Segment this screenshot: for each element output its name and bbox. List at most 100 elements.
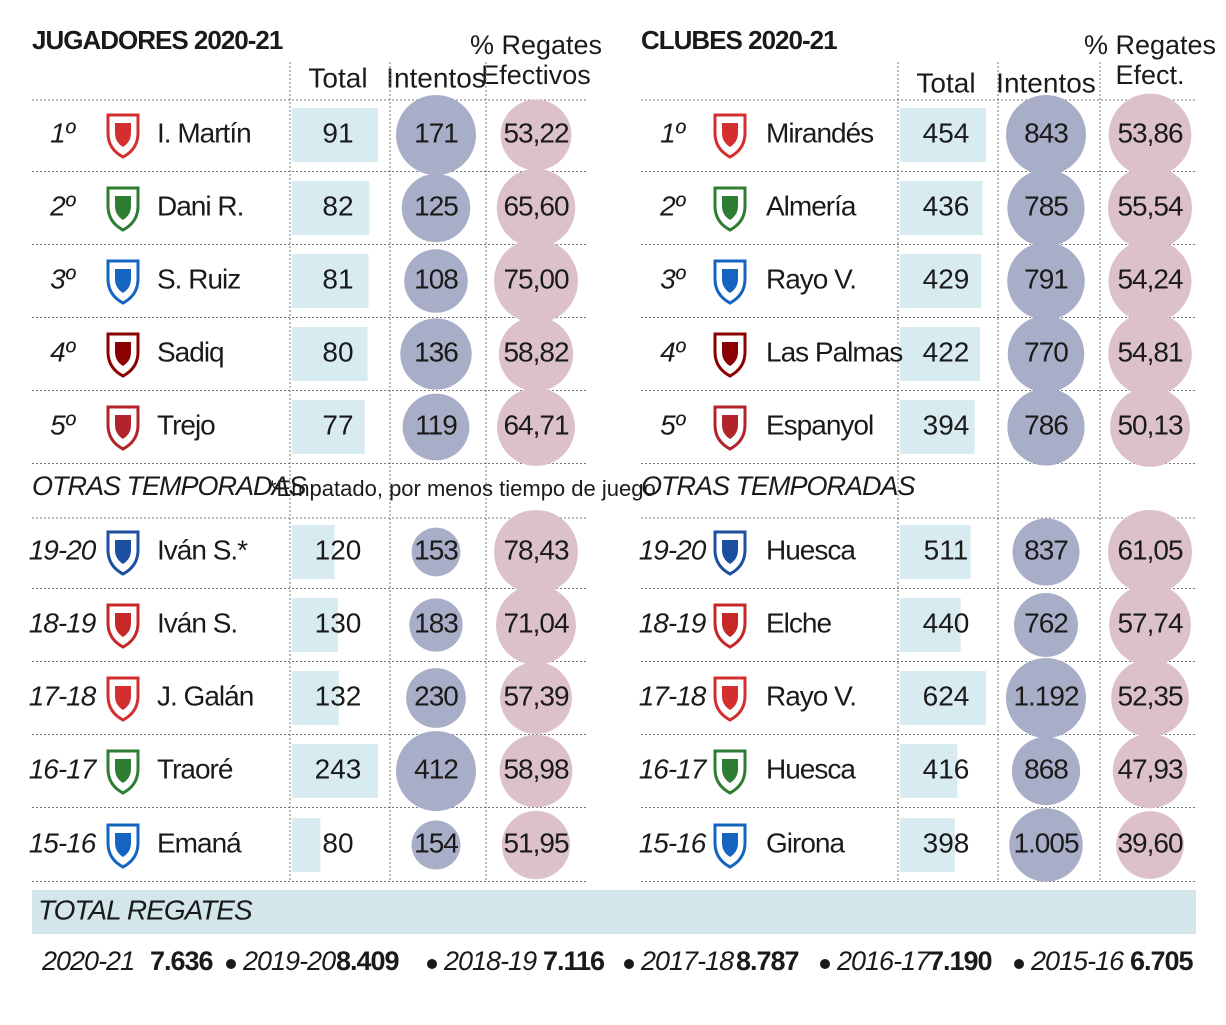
total-bar <box>900 818 955 872</box>
intentos: 412 <box>414 753 458 784</box>
intentos-circle <box>401 173 471 243</box>
total: 91 <box>322 117 353 148</box>
season: 2018-19 <box>443 946 537 976</box>
total-bar <box>292 400 365 454</box>
intentos: 786 <box>1024 409 1068 440</box>
header-total: Total <box>916 67 975 98</box>
rank: 16-17 <box>639 753 708 784</box>
header-pct: Efectivos <box>481 60 591 90</box>
pct-circle <box>1108 510 1192 594</box>
pct: 78,43 <box>503 534 568 565</box>
rank: 17-18 <box>639 680 707 711</box>
totals-title: TOTAL REGATES <box>38 894 253 925</box>
total-bar <box>292 671 339 725</box>
pct-circle <box>500 99 572 171</box>
total-bar <box>292 818 321 872</box>
intentos: 1.192 <box>1013 680 1078 711</box>
name: Girona <box>766 827 845 858</box>
intentos: 183 <box>414 607 458 638</box>
intentos-circle <box>1014 593 1078 657</box>
note: *Empatado, por menos tiempo de juego <box>268 476 656 501</box>
intentos-circle <box>406 668 466 728</box>
club-crest-inner <box>722 759 738 783</box>
season: 2020-21 <box>41 946 134 976</box>
name: Huesca <box>766 534 856 565</box>
name: Iván S.* <box>157 534 248 565</box>
rank: 1º <box>660 117 687 148</box>
total: 80 <box>322 336 353 367</box>
intentos: 108 <box>414 263 458 294</box>
total-bar <box>292 598 339 652</box>
pct-circle <box>496 387 576 467</box>
total: 624 <box>923 680 970 711</box>
pct: 54,81 <box>1117 336 1182 367</box>
intentos: 153 <box>414 534 458 565</box>
club-crest-inner <box>115 686 131 710</box>
club-crest-inner <box>115 269 131 293</box>
pct: 55,54 <box>1117 190 1182 221</box>
total: 416 <box>923 753 970 784</box>
rank: 16-17 <box>29 753 98 784</box>
intentos-circle <box>396 95 476 175</box>
club-crest-inner <box>722 613 738 637</box>
pct-circle <box>501 810 571 880</box>
pct: 64,71 <box>503 409 568 440</box>
rank: 2º <box>659 190 687 221</box>
total-bar <box>292 108 378 162</box>
header-pct: % Regates <box>1084 30 1216 60</box>
total: 82 <box>322 190 353 221</box>
season: 2019-20 <box>242 946 336 976</box>
intentos-circle <box>411 527 461 577</box>
season-total: 7.190 <box>929 946 992 976</box>
pct: 47,93 <box>1117 753 1182 784</box>
pct: 57,74 <box>1117 607 1182 638</box>
pct-circle <box>494 510 578 594</box>
header-intentos: Intentos <box>996 67 1096 98</box>
bullet <box>624 959 634 969</box>
intentos: 125 <box>414 190 458 221</box>
header-total: Total <box>308 62 367 93</box>
intentos-circle <box>1007 315 1085 393</box>
rank: 19-20 <box>29 534 97 565</box>
intentos: 868 <box>1024 753 1068 784</box>
intentos-circle <box>409 598 463 652</box>
club-crest-inner <box>115 196 131 220</box>
total-bar <box>900 744 958 798</box>
bullet <box>820 959 830 969</box>
club-crest-inner <box>722 196 738 220</box>
total-bar <box>900 598 961 652</box>
name: Almería <box>766 190 857 221</box>
name: Espanyol <box>766 409 873 440</box>
total: 436 <box>923 190 970 221</box>
total-bar <box>292 525 335 579</box>
pct: 65,60 <box>503 190 568 221</box>
bullet <box>226 959 236 969</box>
club-crest-inner <box>722 269 738 293</box>
pct: 54,24 <box>1117 263 1182 294</box>
pct-circle <box>1108 93 1192 177</box>
club-crest-inner <box>115 759 131 783</box>
rank: 15-16 <box>639 827 707 858</box>
total-bar <box>292 181 370 235</box>
club-crest-inner <box>115 833 131 857</box>
club-crest-inner <box>115 123 131 147</box>
total-bar <box>292 254 369 308</box>
intentos-circle <box>1007 388 1085 466</box>
pct-circle <box>500 662 572 734</box>
intentos: 785 <box>1024 190 1068 221</box>
pct-circle <box>499 734 573 808</box>
pct-circle <box>496 585 576 665</box>
total-bar <box>900 400 975 454</box>
club-crest-inner <box>115 415 131 439</box>
pct-circle <box>1108 239 1192 323</box>
intentos: 119 <box>415 409 457 440</box>
pct: 75,00 <box>503 263 568 294</box>
header-pct: % Regates <box>470 30 602 60</box>
club-crest-inner <box>722 540 738 564</box>
rank: 1º <box>50 117 77 148</box>
rank: 5º <box>660 409 687 440</box>
name: Iván S. <box>157 607 237 638</box>
name: Emaná <box>157 827 242 858</box>
totals-band <box>32 890 1196 934</box>
